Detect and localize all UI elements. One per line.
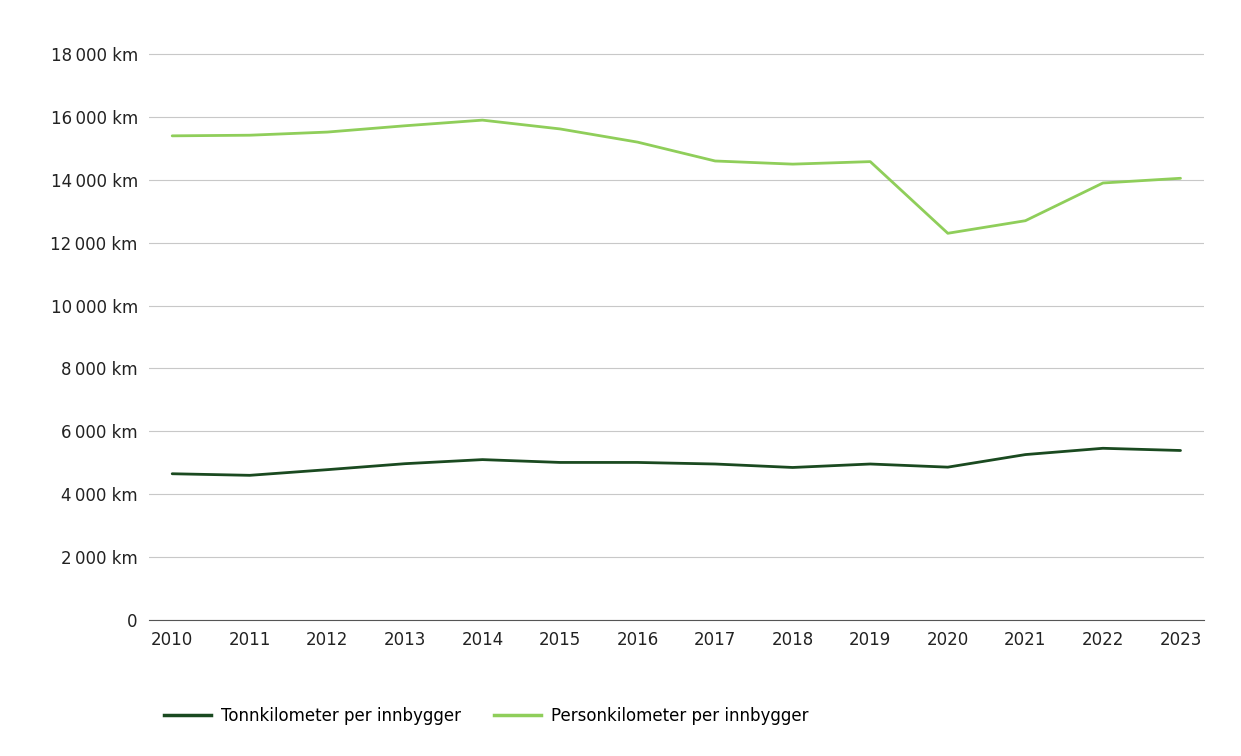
Personkilometer per innbygger [630, 138, 645, 147]
Personkilometer per innbygger [320, 128, 335, 137]
Personkilometer per innbygger [786, 160, 800, 169]
Tonnkilometer per innbygger [1018, 450, 1033, 459]
Tonnkilometer per innbygger [1173, 446, 1188, 455]
Tonnkilometer per innbygger [320, 465, 335, 474]
Tonnkilometer per innbygger [242, 471, 257, 480]
Personkilometer per innbygger [862, 157, 877, 166]
Tonnkilometer per innbygger [941, 463, 956, 472]
Legend: Tonnkilometer per innbygger, Personkilometer per innbygger: Tonnkilometer per innbygger, Personkilom… [158, 700, 815, 731]
Tonnkilometer per innbygger [707, 460, 722, 469]
Personkilometer per innbygger [707, 156, 722, 166]
Personkilometer per innbygger [552, 125, 567, 134]
Tonnkilometer per innbygger [165, 469, 180, 479]
Tonnkilometer per innbygger [630, 458, 645, 467]
Tonnkilometer per innbygger [475, 455, 490, 464]
Personkilometer per innbygger [1018, 216, 1033, 225]
Line: Personkilometer per innbygger: Personkilometer per innbygger [172, 120, 1180, 234]
Personkilometer per innbygger [1173, 174, 1188, 183]
Tonnkilometer per innbygger [786, 463, 800, 472]
Tonnkilometer per innbygger [552, 458, 567, 467]
Personkilometer per innbygger [397, 121, 412, 130]
Tonnkilometer per innbygger [397, 459, 412, 468]
Line: Tonnkilometer per innbygger: Tonnkilometer per innbygger [172, 448, 1180, 476]
Personkilometer per innbygger [242, 131, 257, 140]
Personkilometer per innbygger [1096, 178, 1111, 187]
Tonnkilometer per innbygger [1096, 444, 1111, 453]
Tonnkilometer per innbygger [862, 460, 877, 469]
Personkilometer per innbygger [941, 229, 956, 238]
Personkilometer per innbygger [165, 132, 180, 141]
Personkilometer per innbygger [475, 116, 490, 125]
